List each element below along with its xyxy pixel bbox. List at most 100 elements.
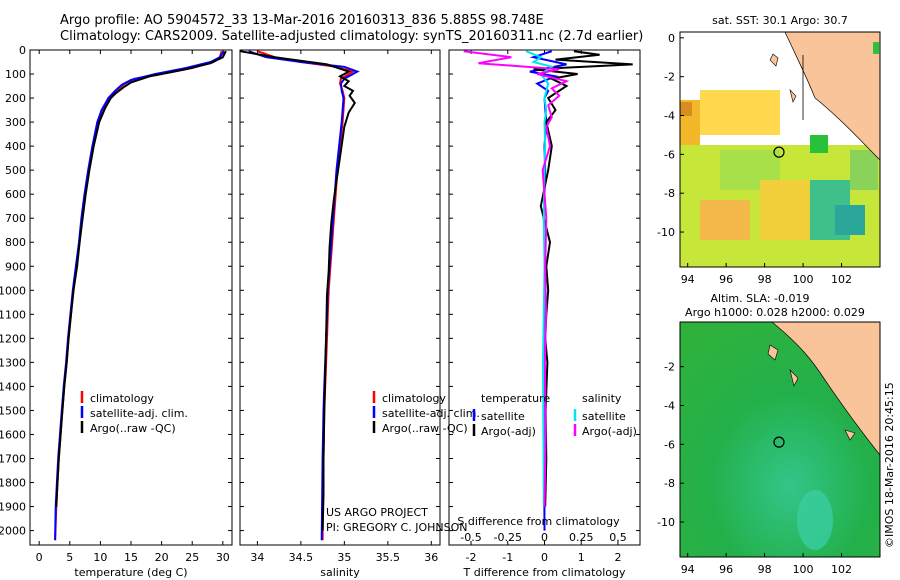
sst-map-y-tick-label: -8	[664, 187, 675, 200]
y-tick-label: 100	[5, 68, 26, 81]
y-tick-label: 2000	[0, 525, 26, 538]
y-tick-label: 200	[5, 92, 26, 105]
salinity-profile-series-climatology	[257, 50, 356, 541]
sst-map-frame	[679, 31, 881, 268]
salinity-profile-xlabel: salinity	[320, 566, 360, 579]
x-tick-label: 35	[337, 551, 351, 564]
y-tick-label: 1800	[0, 477, 26, 490]
salinity-profile-legend-label: satellite-adj. clim.	[382, 407, 480, 420]
salinity-profile-series-argo	[239, 50, 357, 531]
temperature-profile-frame	[29, 49, 233, 546]
sst-map-float-marker	[773, 146, 785, 158]
sst-map-x-tick-label: 94	[681, 273, 695, 286]
temperature-profile-legend-label: satellite-adj. clim.	[90, 407, 188, 420]
x-tick-label: 25	[185, 551, 199, 564]
x-tick-label: 5	[66, 551, 73, 564]
y-tick-label: 1400	[0, 380, 26, 393]
difference-legend-label: Argo(-adj)	[481, 425, 536, 438]
legend-title-temperature: temperature	[481, 392, 550, 405]
sla-map-y-tick-label: -4	[664, 400, 675, 413]
sst-map-y-tick-label: -6	[664, 148, 675, 161]
sla-map-y-tick-label: -2	[664, 361, 675, 374]
x-tick-label: 34	[250, 551, 264, 564]
temperature-profile-series-climatology	[54, 50, 223, 541]
x-tick-label: 0	[36, 551, 43, 564]
sst-map-x-tick-label: 98	[758, 273, 772, 286]
sst-map-x-tick-label: 102	[831, 273, 852, 286]
sla-map-frame	[679, 321, 881, 558]
x-tick-label: 15	[124, 551, 138, 564]
x-tick-label: 1	[578, 551, 585, 564]
sla-map-x-tick-label: 96	[719, 563, 733, 576]
salinity-profile-frame	[239, 49, 441, 546]
sst-map-y-tick-label: -10	[657, 226, 675, 239]
y-tick-label: 1500	[0, 404, 26, 417]
sst-map-y-tick-label: -4	[664, 110, 675, 123]
salinity-profile-legend-label: climatology	[382, 392, 446, 405]
sst-map-field	[680, 31, 881, 267]
x-tick-label: 2	[614, 551, 621, 564]
project-label: US ARGO PROJECT	[326, 506, 428, 519]
difference-legend-label: satellite	[481, 410, 525, 423]
y-tick-label: 800	[5, 236, 26, 249]
temperature-profile-series-satellite	[54, 50, 225, 541]
sla-map-x-tick-label: 98	[758, 563, 772, 576]
y-tick-label: 1000	[0, 284, 26, 297]
sst-map-y-tick-label: 0	[668, 32, 675, 45]
x-tick-label: 36	[424, 551, 438, 564]
x-tick-label: 0	[541, 551, 548, 564]
top-x-tick-label: 0.25	[569, 531, 594, 544]
y-tick-label: 1200	[0, 332, 26, 345]
x-tick-label: 10	[93, 551, 107, 564]
sla-map-subtitle: Argo h1000: 0.028 h2000: 0.029	[685, 306, 865, 319]
salinity-profile-series-satellite	[248, 50, 360, 541]
difference-top-xlabel: S difference from climatology	[457, 515, 620, 528]
sla-map-float-marker	[773, 436, 785, 448]
temperature-profile-series-argo	[55, 50, 227, 507]
temperature-profile-legend-label: climatology	[90, 392, 154, 405]
sla-map-y-tick-label: -10	[657, 516, 675, 529]
y-tick-label: 600	[5, 188, 26, 201]
y-tick-label: 1700	[0, 452, 26, 465]
y-tick-label: 700	[5, 212, 26, 225]
header-line1: Argo profile: AO 5904572_33 13-Mar-2016 …	[60, 13, 544, 28]
difference-legend-label: satellite	[582, 410, 626, 423]
y-tick-label: 400	[5, 140, 26, 153]
sst-map-x-tick-label: 100	[793, 273, 814, 286]
sla-map-x-tick-label: 102	[831, 563, 852, 576]
difference-legend-label: Argo(-adj)	[582, 425, 637, 438]
top-x-tick-label: 0.5	[609, 531, 627, 544]
y-tick-label: 900	[5, 260, 26, 273]
y-tick-label: 1900	[0, 501, 26, 514]
sla-map-y-tick-label: -8	[664, 477, 675, 490]
sla-map-x-tick-label: 94	[681, 563, 695, 576]
difference-profile-xlabel: T difference from climatology	[463, 566, 626, 579]
x-tick-label: 35.5	[376, 551, 401, 564]
header-line2: Climatology: CARS2009. Satellite-adjuste…	[60, 29, 644, 44]
temperature-profile-xlabel: temperature (deg C)	[74, 566, 187, 579]
difference-profile-series-salinity-argo	[463, 50, 570, 507]
x-tick-label: 20	[155, 551, 169, 564]
sla-map-y-tick-label: -6	[664, 438, 675, 451]
sla-map-field	[680, 321, 881, 557]
top-x-tick-label: 0	[541, 531, 548, 544]
y-tick-label: 1600	[0, 428, 26, 441]
temperature-profile-legend-label: Argo(..raw -QC)	[90, 422, 176, 435]
credit-label: ©IMOS 18-Mar-2016 20:45:15	[883, 382, 896, 548]
sst-map-x-tick-label: 96	[719, 273, 733, 286]
top-x-tick-label: -0.25	[494, 531, 522, 544]
y-tick-label: 0	[19, 44, 26, 57]
legend-title-salinity: salinity	[582, 392, 622, 405]
salinity-profile-legend-label: Argo(..raw -QC)	[382, 422, 468, 435]
sla-map-title: Altim. SLA: -0.019	[710, 292, 809, 305]
y-tick-label: 300	[5, 116, 26, 129]
sst-map-title: sat. SST: 30.1 Argo: 30.7	[712, 14, 848, 27]
sst-map-y-tick-label: -2	[664, 71, 675, 84]
y-tick-label: 1300	[0, 356, 26, 369]
difference-profile-series-salinity-satellite	[525, 50, 555, 507]
x-tick-label: -1	[502, 551, 513, 564]
difference-profile-series-temperature-argo	[533, 50, 633, 507]
top-x-tick-label: -0.5	[460, 531, 481, 544]
y-tick-label: 1100	[0, 308, 26, 321]
